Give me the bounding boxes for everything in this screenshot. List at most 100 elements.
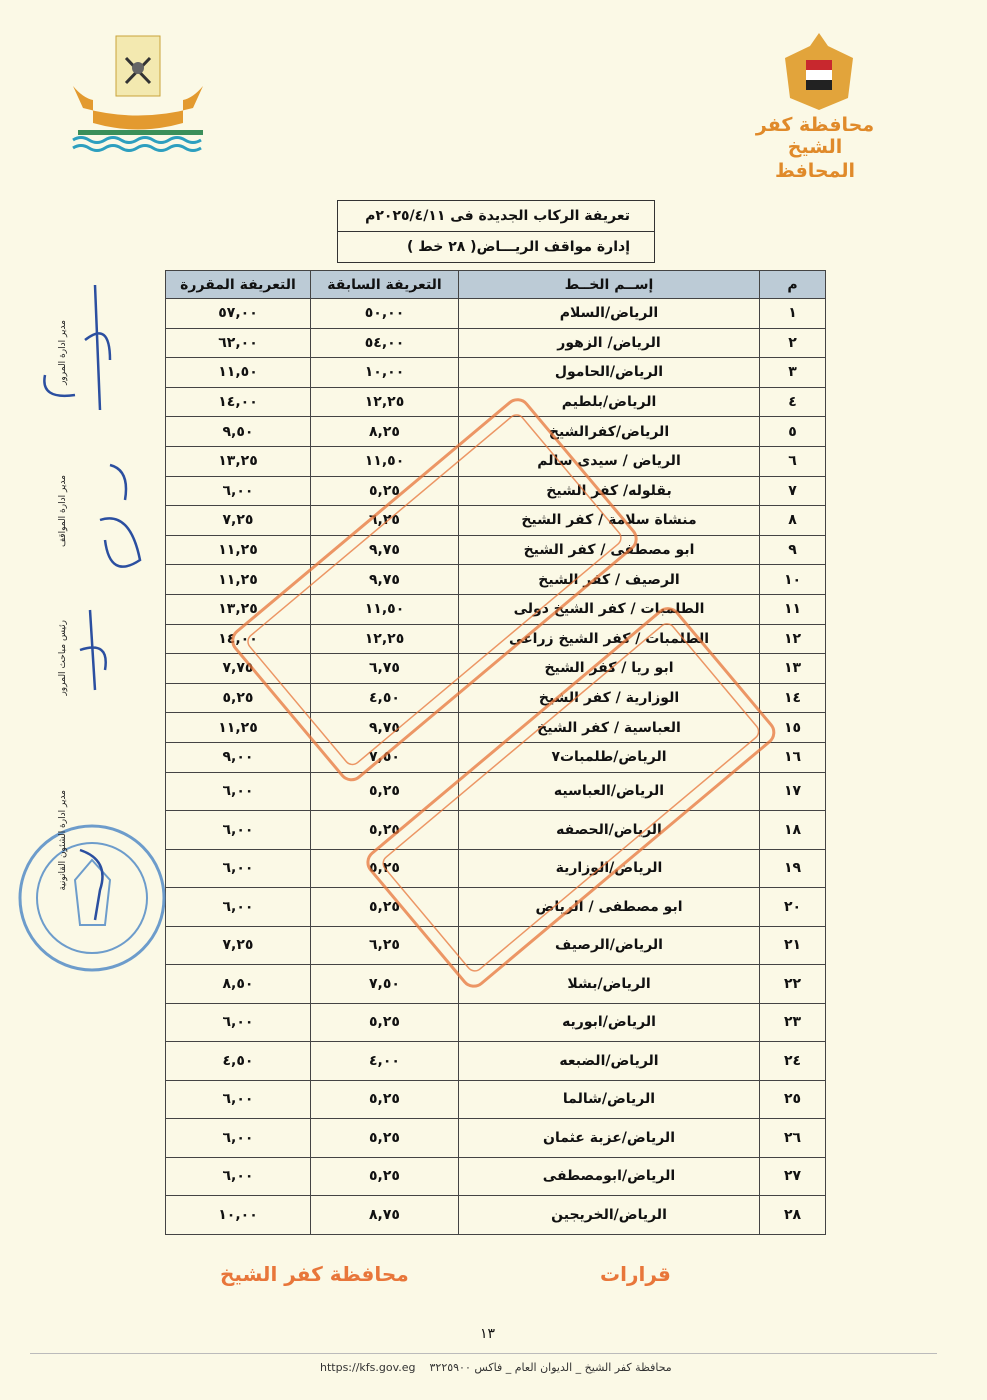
new-fare: ١٤,٠٠: [165, 623, 311, 655]
new-fare: ٧,٢٥: [165, 505, 311, 536]
line-name: الرياض/بشلا: [458, 964, 760, 1004]
row-number: ٢٨: [759, 1195, 826, 1235]
previous-fare: ٥,٢٥: [310, 848, 459, 888]
table-row: ٢٣ الرياض/ابوريه ٥,٢٥ ٦,٠٠: [165, 1002, 826, 1042]
col-number: م: [759, 270, 826, 299]
new-fare: ٦,٠٠: [165, 1118, 311, 1158]
new-fare: ٦,٠٠: [165, 1156, 311, 1196]
previous-fare: ٧,٥٠: [310, 964, 459, 1004]
table-row: ١١ الطلمبات / كفر الشيخ دولى ١١,٥٠ ١٣,٢٥: [165, 593, 826, 625]
new-fare: ٤,٥٠: [165, 1041, 311, 1081]
row-number: ٦: [759, 445, 826, 477]
previous-fare: ٩,٧٥: [310, 534, 459, 566]
row-number: ١٠: [759, 564, 826, 595]
table-row: ٢٤ الرياض/الضبعه ٤,٠٠ ٤,٥٠: [165, 1041, 826, 1081]
footer-divider: [30, 1353, 937, 1354]
signature-label-traffic-director: مدير ادارة المرور: [58, 320, 68, 385]
table-row: ١٨ الرياض/الحصفه ٥,٢٥ ٦,٠٠: [165, 810, 826, 850]
table-row: ١٤ الوزارية / كفر الشيخ ٤,٥٠ ٥,٢٥: [165, 682, 826, 714]
new-fare: ٦,٠٠: [165, 1079, 311, 1119]
previous-fare: ٨,٢٥: [310, 416, 459, 447]
previous-fare: ٥,٢٥: [310, 771, 459, 811]
row-number: ١٩: [759, 848, 826, 888]
line-name: الرياض/العباسيه: [458, 771, 760, 811]
new-fare: ١١,٢٥: [165, 534, 311, 566]
new-fare: ٧,٢٥: [165, 925, 311, 965]
previous-fare: ٤,٥٠: [310, 682, 459, 714]
line-name: الرياض/الوزارية: [458, 848, 760, 888]
row-number: ١٧: [759, 771, 826, 811]
previous-fare: ٥,٢٥: [310, 1079, 459, 1119]
row-number: ٢٢: [759, 964, 826, 1004]
governor-office: المحافظ: [775, 160, 855, 182]
line-name: الرياض/شالما: [458, 1079, 760, 1119]
line-name: الرياض/ابوريه: [458, 1002, 760, 1042]
line-name: ابو مصطفى / كفر الشيخ: [458, 534, 760, 566]
line-name: منشاة سلامة / كفر الشيخ: [458, 505, 760, 536]
table-row: ٢٧ الرياض/ابومصطفى ٥,٢٥ ٦,٠٠: [165, 1156, 826, 1196]
signature-label-legal-affairs: مدير ادارة الشئون القانونية: [58, 790, 68, 891]
new-fare: ٧,٧٥: [165, 653, 311, 684]
table-row: ٨ منشاة سلامة / كفر الشيخ ٦,٢٥ ٧,٢٥: [165, 505, 826, 536]
row-number: ٣: [759, 357, 826, 388]
document-subtitle: إدارة مواقف الريـــاض( ٢٨ خط ): [338, 231, 654, 262]
table-header-row: م إســم الخــط التعريفة السابقة التعريفة…: [165, 270, 826, 299]
previous-fare: ١٢,٢٥: [310, 386, 459, 418]
document-title: تعريفة الركاب الجديدة فى ٢٠٢٥/٤/١١م: [365, 208, 630, 224]
row-number: ٢٤: [759, 1041, 826, 1081]
line-name: الوزارية / كفر الشيخ: [458, 682, 760, 714]
line-name: الرياض / سيدى سالم: [458, 445, 760, 477]
previous-fare: ٦,٢٥: [310, 505, 459, 536]
table-row: ٩ ابو مصطفى / كفر الشيخ ٩,٧٥ ١١,٢٥: [165, 534, 826, 566]
row-number: ٢٣: [759, 1002, 826, 1042]
line-name: الرياض/السلام: [458, 298, 760, 329]
previous-fare: ١١,٥٠: [310, 445, 459, 477]
new-fare: ١١,٢٥: [165, 564, 311, 595]
line-name: الطلمبات / كفر الشيخ دولى: [458, 593, 760, 625]
line-name: الرياض/الخريجين: [458, 1195, 760, 1235]
new-fare: ٦,٠٠: [165, 1002, 311, 1042]
previous-fare: ٥,٢٥: [310, 1002, 459, 1042]
previous-fare: ٥,٢٥: [310, 887, 459, 927]
line-name: الرياض/ابومصطفى: [458, 1156, 760, 1196]
previous-fare: ٩,٧٥: [310, 712, 459, 743]
line-name: الرياض/عزبة عثمان: [458, 1118, 760, 1158]
line-name: الرياض/الضبعه: [458, 1041, 760, 1081]
table-row: ٢٢ الرياض/بشلا ٧,٥٠ ٨,٥٠: [165, 964, 826, 1004]
new-fare: ١٣,٢٥: [165, 445, 311, 477]
table-row: ١٠ الرصيف / كفر الشيخ ٩,٧٥ ١١,٢٥: [165, 564, 826, 595]
table-row: ١٩ الرياض/الوزارية ٥,٢٥ ٦,٠٠: [165, 848, 826, 888]
new-fare: ٥,٢٥: [165, 682, 311, 714]
previous-fare: ٥٠,٠٠: [310, 298, 459, 329]
line-name: الرياض/ الزهور: [458, 327, 760, 359]
footer-url-link[interactable]: https://kfs.gov.eg: [320, 1361, 416, 1374]
row-number: ٤: [759, 386, 826, 418]
row-number: ٢٦: [759, 1118, 826, 1158]
line-name: العباسية / كفر الشيخ: [458, 712, 760, 743]
line-name: الطلمبات / كفر الشيخ زراعى: [458, 623, 760, 655]
title-box: تعريفة الركاب الجديدة فى ٢٠٢٥/٤/١١م إدار…: [337, 200, 655, 263]
legal-affairs-seal: [18, 824, 166, 972]
new-fare: ٦,٠٠: [165, 771, 311, 811]
new-fare: ١١,٢٥: [165, 712, 311, 743]
row-number: ١: [759, 298, 826, 329]
previous-fare: ١٠,٠٠: [310, 357, 459, 388]
line-name: الرياض/الحامول: [458, 357, 760, 388]
new-fare: ٩,٥٠: [165, 416, 311, 447]
footer-text: محافظة كفر الشيخ _ الديوان العام _ فاكس …: [429, 1361, 672, 1374]
new-fare: ١٣,٢٥: [165, 593, 311, 625]
row-number: ٢٥: [759, 1079, 826, 1119]
line-name: الرياض/كفرالشيخ: [458, 416, 760, 447]
col-previous-fare: التعريفة السابقة: [310, 270, 459, 299]
new-fare: ٦,٠٠: [165, 475, 311, 507]
row-number: ١١: [759, 593, 826, 625]
table-row: ١٥ العباسية / كفر الشيخ ٩,٧٥ ١١,٢٥: [165, 712, 826, 743]
new-fare: ١٤,٠٠: [165, 386, 311, 418]
signature-label-traffic-investigations: رئيس مباحث المرور: [58, 620, 68, 696]
table-row: ٦ الرياض / سيدى سالم ١١,٥٠ ١٣,٢٥: [165, 445, 826, 477]
line-name: الرياض/الرصيف: [458, 925, 760, 965]
previous-fare: ٥٤,٠٠: [310, 327, 459, 359]
new-fare: ٩,٠٠: [165, 741, 311, 773]
row-number: ٨: [759, 505, 826, 536]
previous-fare: ٨,٧٥: [310, 1195, 459, 1235]
